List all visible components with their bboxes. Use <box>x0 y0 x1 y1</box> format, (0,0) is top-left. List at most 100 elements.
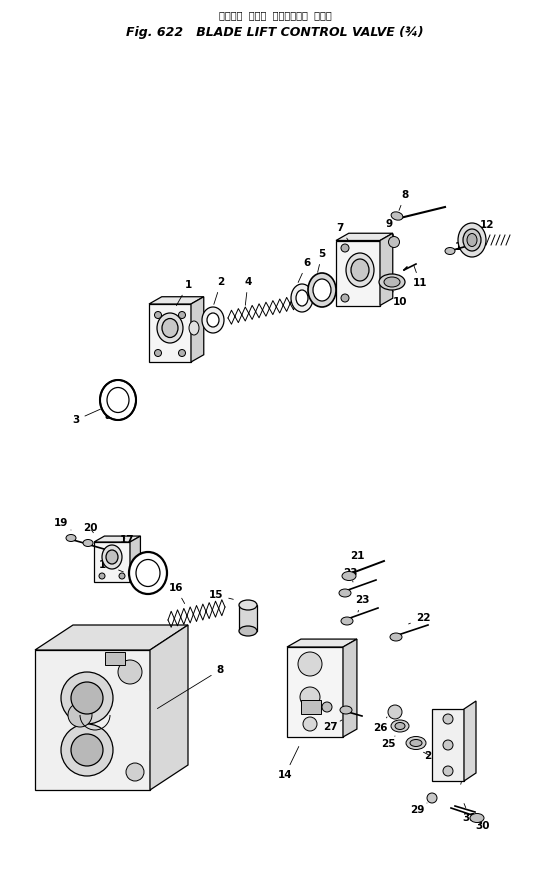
Ellipse shape <box>66 534 76 541</box>
Ellipse shape <box>239 626 257 636</box>
Ellipse shape <box>291 284 313 312</box>
Ellipse shape <box>106 550 118 564</box>
Text: 30: 30 <box>476 821 490 831</box>
Ellipse shape <box>384 277 400 287</box>
Ellipse shape <box>463 229 481 251</box>
Bar <box>432 709 464 781</box>
Text: 15: 15 <box>209 590 233 600</box>
Circle shape <box>388 237 399 247</box>
Text: 10: 10 <box>392 290 407 307</box>
Ellipse shape <box>107 387 129 413</box>
Circle shape <box>341 244 349 252</box>
Ellipse shape <box>308 273 336 307</box>
Ellipse shape <box>395 722 405 729</box>
Text: 28: 28 <box>424 751 438 761</box>
Ellipse shape <box>83 540 93 547</box>
Text: 1: 1 <box>176 280 192 306</box>
Ellipse shape <box>351 259 369 281</box>
Ellipse shape <box>391 212 403 220</box>
Text: 9: 9 <box>385 219 394 237</box>
Circle shape <box>341 294 349 302</box>
Text: 5: 5 <box>318 249 326 272</box>
Ellipse shape <box>342 571 356 580</box>
Ellipse shape <box>391 720 409 732</box>
Text: 25: 25 <box>381 736 395 749</box>
Ellipse shape <box>100 380 136 420</box>
Text: 11: 11 <box>413 266 427 288</box>
Text: 26: 26 <box>373 717 387 733</box>
Ellipse shape <box>162 318 178 338</box>
Ellipse shape <box>207 313 219 327</box>
Circle shape <box>443 714 453 724</box>
Circle shape <box>303 717 317 731</box>
Text: 24: 24 <box>461 753 476 784</box>
Ellipse shape <box>157 313 183 343</box>
Ellipse shape <box>202 307 224 333</box>
Polygon shape <box>336 233 393 240</box>
Text: ブレード  リフト  コントロール  バルブ: ブレード リフト コントロール バルブ <box>219 10 332 20</box>
Ellipse shape <box>340 706 352 714</box>
Ellipse shape <box>458 223 486 257</box>
Ellipse shape <box>341 617 353 625</box>
Text: Fig. 622   BLADE LIFT CONTROL VALVE (¾): Fig. 622 BLADE LIFT CONTROL VALVE (¾) <box>126 26 424 39</box>
Text: 21: 21 <box>349 551 364 561</box>
Text: 23: 23 <box>355 595 370 612</box>
Polygon shape <box>94 542 130 582</box>
Ellipse shape <box>129 552 167 594</box>
Text: 22: 22 <box>408 613 430 624</box>
Ellipse shape <box>296 290 308 306</box>
Polygon shape <box>287 647 343 737</box>
Ellipse shape <box>445 247 455 254</box>
Text: 27: 27 <box>322 720 342 732</box>
Text: 8: 8 <box>157 665 223 709</box>
Text: 31: 31 <box>463 804 477 823</box>
Text: 29: 29 <box>410 803 427 815</box>
Text: 12: 12 <box>478 220 494 252</box>
Circle shape <box>61 672 113 724</box>
Text: 3: 3 <box>72 409 101 425</box>
Ellipse shape <box>239 600 257 610</box>
Polygon shape <box>105 652 125 665</box>
Text: 4: 4 <box>245 277 252 306</box>
Bar <box>239 605 257 631</box>
Ellipse shape <box>379 274 405 290</box>
Text: 14: 14 <box>278 747 299 780</box>
Text: 19: 19 <box>54 518 71 530</box>
Text: 13: 13 <box>455 226 469 252</box>
Ellipse shape <box>102 545 122 569</box>
Circle shape <box>179 312 186 318</box>
Text: 20: 20 <box>83 523 97 533</box>
Circle shape <box>126 763 144 781</box>
Circle shape <box>443 766 453 776</box>
Circle shape <box>322 702 332 712</box>
Polygon shape <box>464 701 476 781</box>
Ellipse shape <box>339 589 351 597</box>
Ellipse shape <box>136 559 160 587</box>
Bar <box>301 700 321 714</box>
Polygon shape <box>380 233 393 306</box>
Circle shape <box>443 740 453 750</box>
Ellipse shape <box>470 813 484 822</box>
Circle shape <box>427 793 437 803</box>
Circle shape <box>118 660 142 684</box>
Circle shape <box>388 705 402 719</box>
Polygon shape <box>149 297 204 304</box>
Ellipse shape <box>390 633 402 641</box>
Polygon shape <box>130 536 141 582</box>
Text: 17: 17 <box>120 535 134 545</box>
Circle shape <box>298 652 322 676</box>
Circle shape <box>71 734 103 766</box>
Polygon shape <box>35 625 188 650</box>
Ellipse shape <box>410 740 422 747</box>
Polygon shape <box>94 536 141 542</box>
Polygon shape <box>343 639 357 737</box>
Circle shape <box>300 687 320 707</box>
Polygon shape <box>150 625 188 790</box>
Ellipse shape <box>346 253 374 287</box>
Circle shape <box>155 349 162 356</box>
Text: 16: 16 <box>169 583 184 603</box>
Polygon shape <box>149 304 191 362</box>
Text: a: a <box>104 411 118 421</box>
Polygon shape <box>287 639 357 647</box>
Circle shape <box>119 573 125 579</box>
